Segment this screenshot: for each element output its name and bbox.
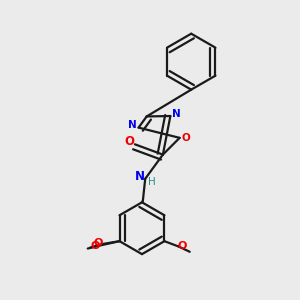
Text: N: N (172, 109, 181, 119)
Text: O: O (78, 244, 86, 254)
Text: N: N (135, 170, 145, 184)
Text: O: O (90, 241, 100, 251)
Text: N: N (128, 120, 136, 130)
Text: O: O (81, 242, 89, 252)
Text: O: O (93, 238, 103, 248)
Text: O: O (178, 241, 187, 250)
Text: O: O (182, 134, 190, 143)
Text: O: O (124, 136, 134, 148)
Text: H: H (148, 177, 156, 187)
